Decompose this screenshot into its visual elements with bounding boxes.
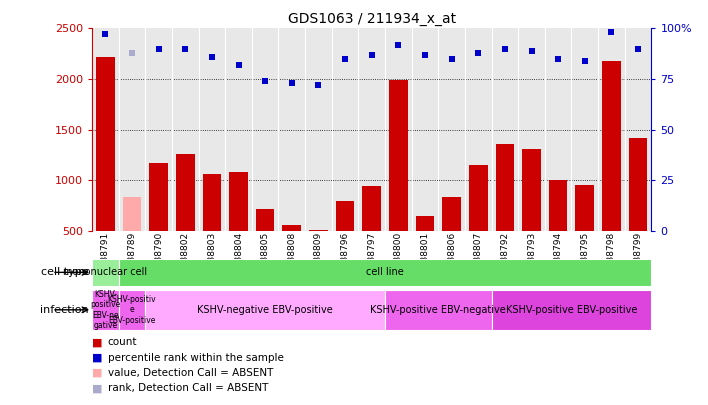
- Bar: [385, 290, 491, 330]
- Text: count: count: [108, 337, 137, 347]
- Bar: [602, 61, 621, 231]
- Text: KSHV-positive EBV-positive: KSHV-positive EBV-positive: [506, 305, 637, 315]
- Bar: [549, 180, 568, 231]
- Bar: [336, 201, 355, 231]
- Bar: [282, 225, 301, 231]
- Text: KSHV-positiv
e
EBV-positive: KSHV-positiv e EBV-positive: [108, 295, 156, 325]
- Bar: [523, 149, 541, 231]
- Text: ■: ■: [92, 384, 103, 393]
- Text: KSHV-negative EBV-positive: KSHV-negative EBV-positive: [198, 305, 333, 315]
- Bar: [442, 197, 461, 231]
- Bar: [92, 290, 119, 330]
- Bar: [145, 290, 385, 330]
- Bar: [176, 154, 195, 231]
- Text: KSHV-
positive
EBV-ne
gative: KSHV- positive EBV-ne gative: [90, 290, 120, 330]
- Bar: [469, 164, 488, 231]
- Text: KSHV-positive EBV-negative: KSHV-positive EBV-negative: [370, 305, 506, 315]
- Text: cell line: cell line: [366, 267, 404, 277]
- Bar: [119, 290, 145, 330]
- Text: ■: ■: [92, 353, 103, 362]
- Bar: [576, 185, 594, 231]
- Text: percentile rank within the sample: percentile rank within the sample: [108, 353, 283, 362]
- Bar: [309, 230, 328, 231]
- Bar: [389, 81, 408, 231]
- Bar: [202, 174, 221, 231]
- Bar: [629, 138, 647, 231]
- Text: ■: ■: [92, 337, 103, 347]
- Bar: [92, 259, 119, 286]
- Text: ■: ■: [92, 368, 103, 378]
- Bar: [362, 186, 381, 231]
- Bar: [122, 198, 142, 231]
- Bar: [229, 172, 248, 231]
- Bar: [96, 57, 115, 231]
- Bar: [491, 290, 651, 330]
- Text: value, Detection Call = ABSENT: value, Detection Call = ABSENT: [108, 368, 273, 378]
- Bar: [496, 144, 514, 231]
- Bar: [416, 215, 434, 231]
- Text: mononuclear cell: mononuclear cell: [63, 267, 147, 277]
- Bar: [149, 162, 168, 231]
- Text: infection: infection: [40, 305, 88, 315]
- Text: rank, Detection Call = ABSENT: rank, Detection Call = ABSENT: [108, 384, 268, 393]
- Text: cell type: cell type: [41, 267, 88, 277]
- Bar: [256, 209, 275, 231]
- Title: GDS1063 / 211934_x_at: GDS1063 / 211934_x_at: [287, 12, 456, 26]
